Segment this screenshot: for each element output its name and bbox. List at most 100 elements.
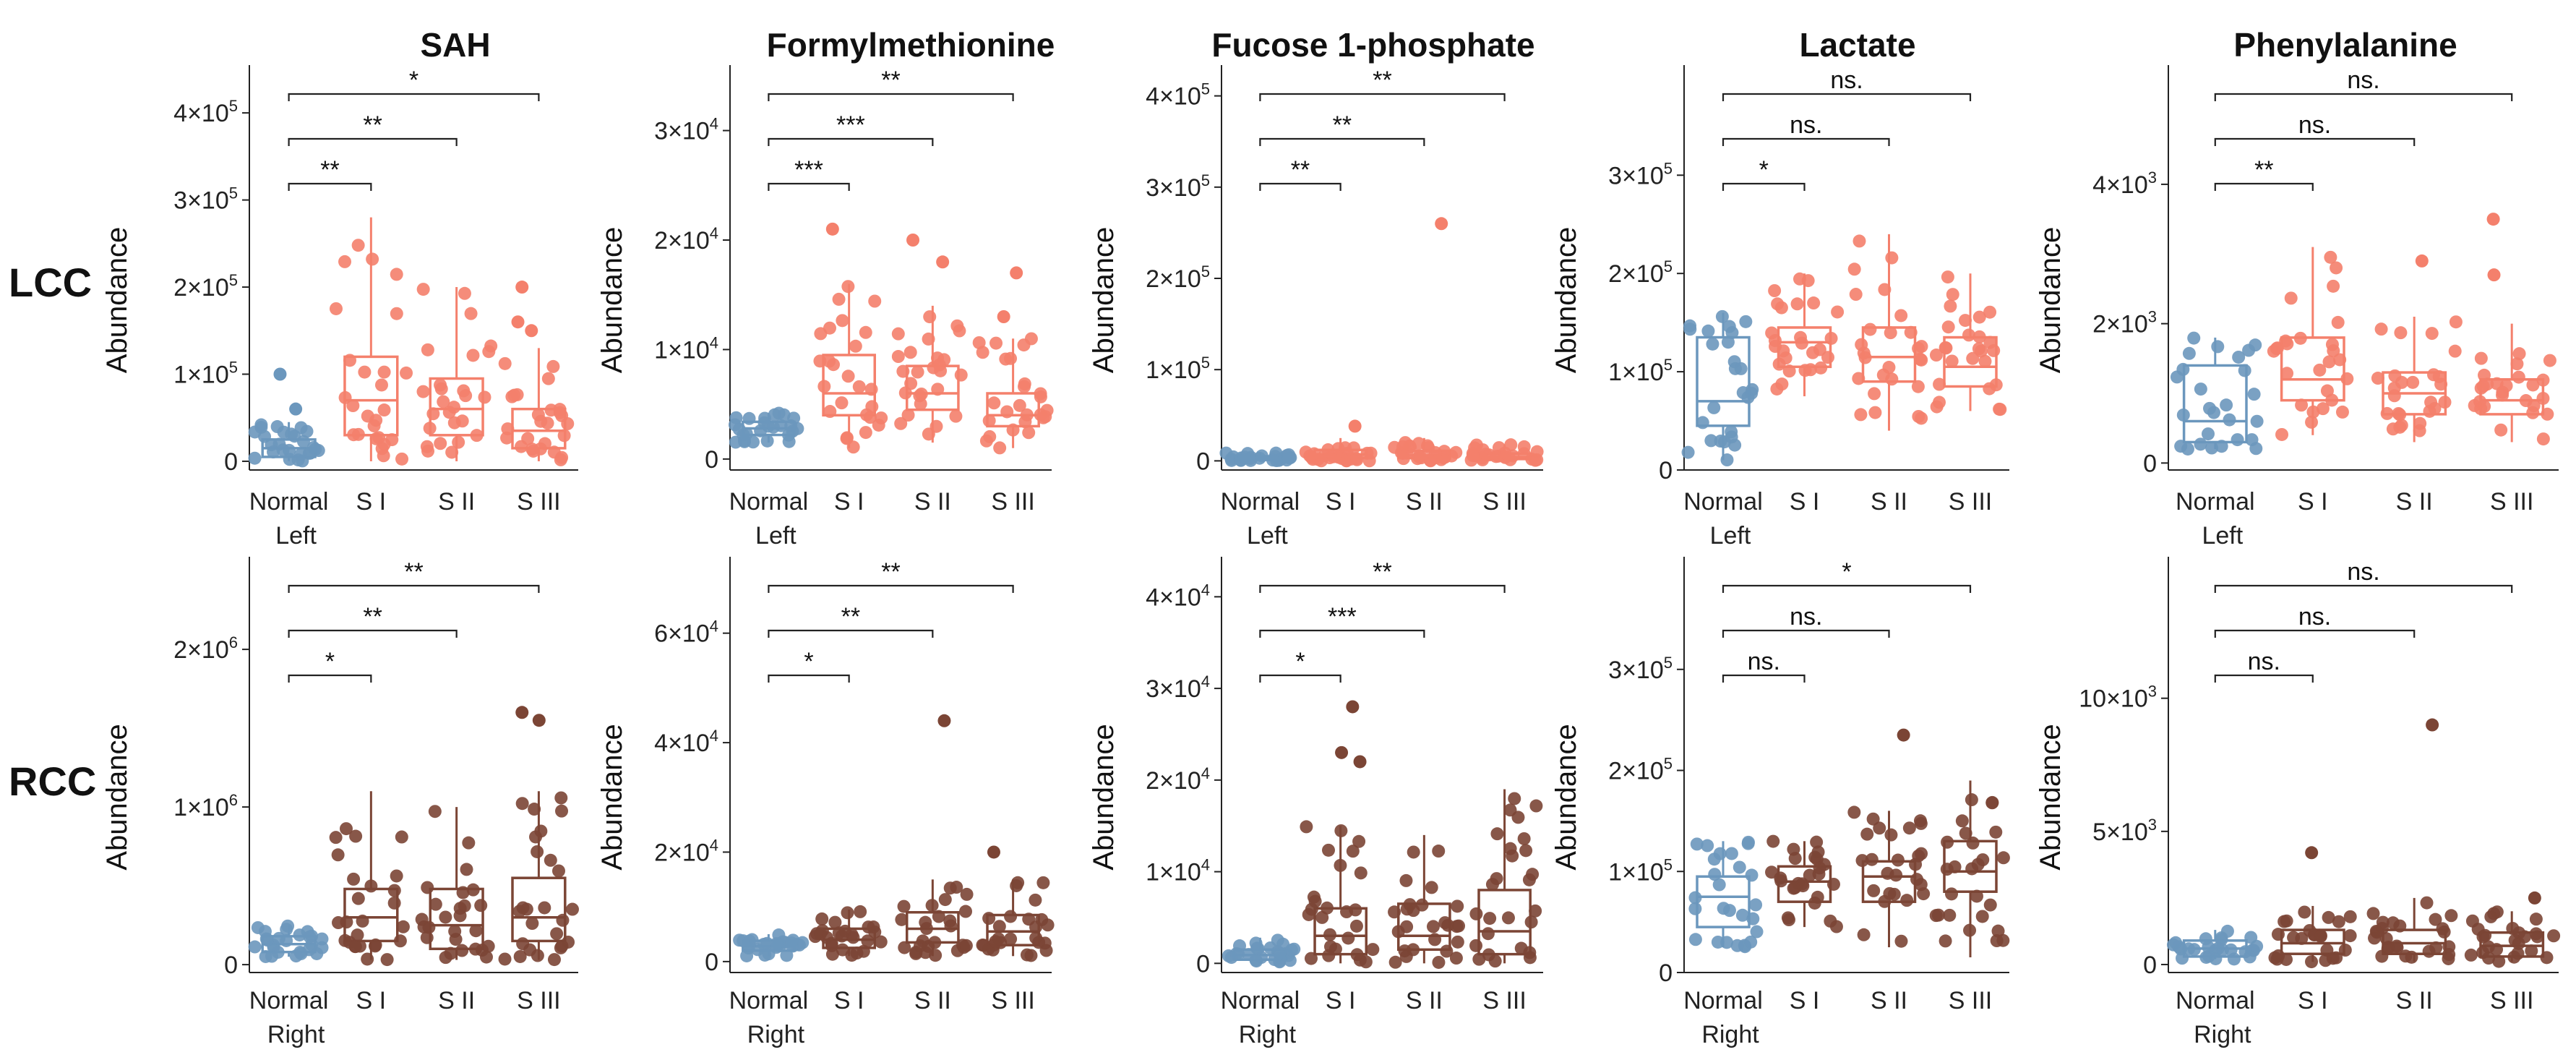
y-axis-label: Abundance: [1550, 227, 1582, 373]
significance-bracket: ns.: [2214, 67, 2513, 101]
outlier-point: [937, 714, 951, 727]
data-point: [1884, 828, 1898, 842]
x-tick-label: S II: [438, 987, 475, 1014]
group-label: Right: [747, 1021, 805, 1048]
bracket-line: [2214, 93, 2513, 101]
data-point: [390, 268, 403, 281]
data-point: [1978, 354, 1992, 368]
data-point: [2194, 437, 2207, 451]
data-point: [1884, 326, 1897, 340]
data-point: [429, 897, 442, 911]
significance-bracket: ns.: [2214, 558, 2513, 593]
data-point: [868, 294, 882, 308]
data-point: [925, 899, 939, 912]
data-point: [1469, 907, 1483, 920]
significance-label: **: [363, 603, 382, 631]
data-point: [498, 952, 512, 966]
data-point: [1826, 877, 1840, 891]
y-tick-label: 3×105: [1608, 654, 1673, 684]
data-point: [1963, 923, 1977, 937]
data-point: [1469, 438, 1483, 452]
data-point: [1006, 423, 1020, 437]
data-point: [852, 380, 866, 393]
data-point: [555, 804, 569, 818]
data-point: [448, 925, 462, 939]
significance-label: **: [1291, 156, 1310, 184]
data-point: [1894, 309, 1908, 322]
data-point: [2449, 315, 2463, 329]
data-point: [366, 252, 379, 266]
data-point: [1681, 445, 1695, 459]
data-point: [361, 952, 374, 966]
box-s-i: [813, 222, 888, 454]
data-point: [931, 382, 945, 396]
significance-bracket: ns.: [1722, 67, 1972, 101]
data-point: [1004, 932, 1018, 946]
outlier-point: [2528, 891, 2541, 905]
data-point: [949, 409, 963, 423]
data-point: [2374, 322, 2388, 336]
data-point: [898, 386, 912, 400]
data-point: [302, 943, 316, 957]
data-point: [2327, 279, 2340, 293]
data-point: [1933, 396, 1946, 409]
bracket-line: [768, 182, 850, 191]
outlier-point: [515, 281, 529, 294]
bracket-line: [1259, 137, 1425, 146]
data-point: [854, 905, 867, 918]
outlier-point: [987, 845, 1000, 859]
box-s-ii: [2366, 718, 2458, 965]
x-tick-label: S II: [1406, 987, 1443, 1014]
data-point: [1725, 847, 1738, 860]
data-point: [2284, 291, 2298, 305]
data-point: [2232, 350, 2246, 364]
data-point: [754, 424, 768, 437]
data-point: [2448, 344, 2462, 358]
significance-bracket: **: [1259, 156, 1341, 191]
data-point: [1983, 305, 1997, 319]
data-point: [329, 302, 343, 315]
significance-label: ns.: [2347, 67, 2379, 94]
data-point: [458, 899, 471, 912]
data-point: [2324, 250, 2337, 264]
y-tick-label: 0: [1659, 959, 1673, 987]
data-point: [1912, 409, 1925, 423]
x-tick-label: S II: [2396, 987, 2433, 1014]
data-point: [1745, 386, 1759, 400]
data-point: [1746, 912, 1760, 926]
data-point: [841, 280, 855, 294]
data-point: [1735, 908, 1749, 922]
data-point: [1959, 826, 1972, 840]
data-point: [1798, 364, 1812, 377]
data-point: [1696, 416, 1709, 429]
data-point: [1529, 904, 1542, 918]
data-point: [531, 408, 545, 422]
bracket-line: [768, 584, 1014, 593]
data-point: [1022, 426, 1036, 440]
data-point: [1362, 454, 1376, 468]
x-tick-label: Normal: [2176, 488, 2255, 516]
data-point: [460, 863, 473, 876]
data-point: [959, 939, 973, 952]
y-tick-label: 0: [705, 446, 718, 474]
x-tick-label: S III: [2490, 488, 2533, 516]
box-s-iii: [2468, 213, 2556, 446]
data-point: [1352, 834, 1366, 848]
data-point: [1941, 320, 1955, 334]
data-point: [1941, 270, 1954, 284]
data-point: [513, 949, 527, 963]
significance-bracket: *: [768, 648, 850, 683]
significance-label: **: [2254, 156, 2273, 184]
data-point: [2490, 377, 2504, 390]
data-point: [1854, 408, 1868, 422]
y-tick-label: 0: [224, 952, 238, 979]
data-point: [1707, 852, 1721, 866]
box-s-ii: [415, 805, 495, 965]
data-point: [867, 920, 880, 934]
data-point: [1894, 934, 1908, 948]
data-point: [1768, 284, 1782, 298]
box-s-iii: [1464, 438, 1544, 467]
data-point: [2465, 914, 2479, 928]
data-point: [2194, 382, 2207, 396]
box-iqr: [1696, 335, 1751, 427]
